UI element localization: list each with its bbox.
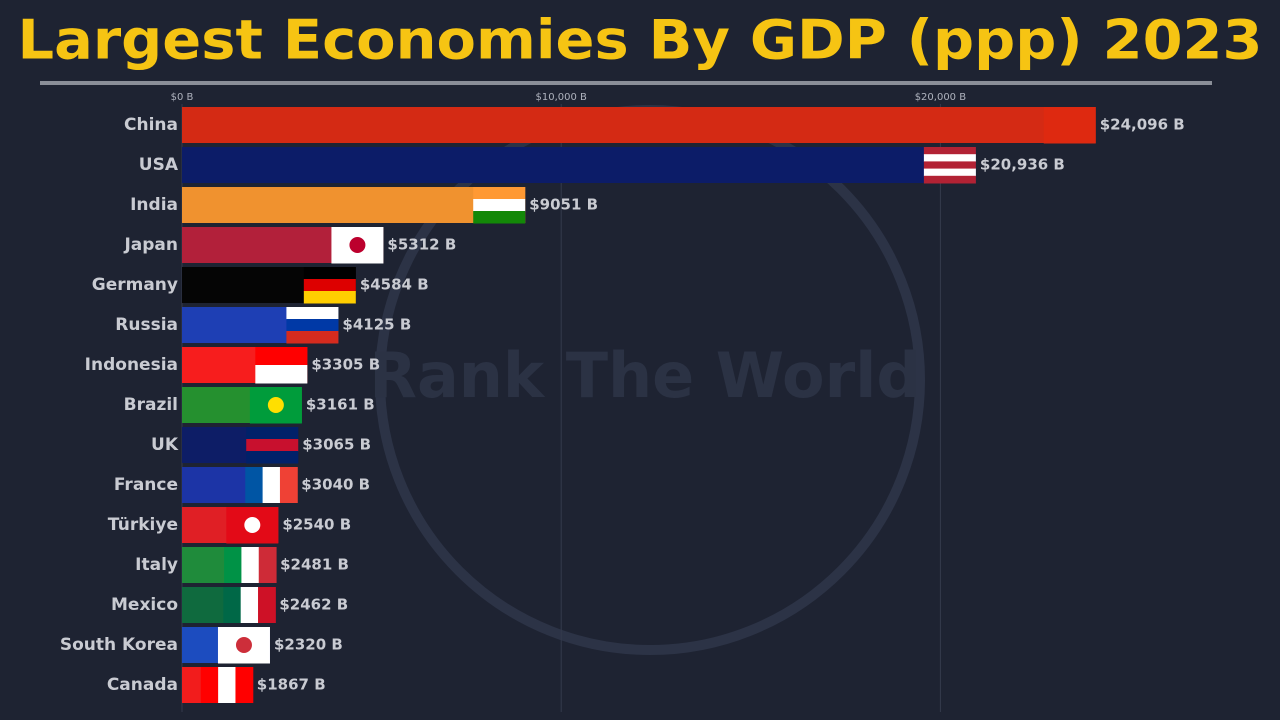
flag <box>200 667 254 703</box>
y-tick-label: Indonesia <box>85 355 178 375</box>
flag-stripe <box>223 587 242 623</box>
flag <box>303 267 356 304</box>
value-label: $5312 B <box>387 236 456 254</box>
y-tick-label: India <box>130 195 178 215</box>
y-tick-label: China <box>124 115 178 135</box>
flag-stripe <box>923 175 976 184</box>
flag-stripe <box>286 331 339 344</box>
flag <box>1043 107 1096 144</box>
flag-emblem <box>267 397 284 413</box>
value-label: $2540 B <box>282 516 351 534</box>
value-label: $4584 B <box>360 276 429 294</box>
flag-emblem <box>244 517 261 533</box>
flag-stripe <box>255 347 308 366</box>
flag-stripe <box>303 267 356 280</box>
flag <box>223 587 276 623</box>
flag-stripe <box>923 168 976 177</box>
flag <box>246 427 299 464</box>
value-label: $20,936 B <box>980 156 1065 174</box>
flag <box>255 347 308 384</box>
flag-stripe <box>303 291 356 304</box>
flag-stripe <box>279 467 298 503</box>
flag <box>226 507 279 544</box>
y-tick-label: Canada <box>107 675 178 695</box>
flag-stripe <box>473 211 526 224</box>
value-label: $24,096 B <box>1100 116 1185 134</box>
flag-stripe <box>258 547 277 583</box>
flag-stripe <box>286 319 339 332</box>
flag-stripe <box>473 187 526 200</box>
bar <box>182 107 1096 143</box>
flag-stripe <box>262 467 281 503</box>
value-label: $3040 B <box>301 476 370 494</box>
flag <box>249 387 302 424</box>
x-tick-label: $10,000 B <box>535 92 587 103</box>
flag-stripe <box>241 547 260 583</box>
flag <box>473 187 526 224</box>
value-label: $4125 B <box>342 316 411 334</box>
flag <box>217 627 270 664</box>
flag-stripe <box>246 427 299 440</box>
flag <box>245 467 298 503</box>
flag-emblem <box>235 637 252 653</box>
y-tick-label: Türkiye <box>108 515 178 535</box>
y-tick-label: Russia <box>115 315 178 335</box>
flag <box>923 147 976 184</box>
bar <box>182 147 976 183</box>
value-label: $3161 B <box>306 396 375 414</box>
x-tick-label: $20,000 B <box>915 92 967 103</box>
value-label: $1867 B <box>257 676 326 694</box>
chart-title: Largest Economies By GDP (ppp) 2023 <box>18 9 1263 72</box>
x-tick-label: $0 B <box>171 92 194 103</box>
flag-stripe <box>923 161 976 170</box>
flag <box>224 547 277 583</box>
flag-stripe <box>240 587 259 623</box>
flag-stripe <box>224 547 242 583</box>
y-tick-label: Brazil <box>124 395 178 415</box>
y-tick-label: France <box>114 475 178 495</box>
flag-stripe <box>258 587 276 623</box>
flag-stripe <box>923 154 976 162</box>
flag <box>331 227 384 264</box>
y-tick-label: Germany <box>92 275 178 295</box>
value-label: $2462 B <box>279 596 348 614</box>
flag-stripe <box>235 667 254 703</box>
watermark: Rank The World <box>369 339 921 412</box>
bar <box>182 187 526 223</box>
flag-stripe <box>923 147 976 155</box>
y-tick-label: Mexico <box>111 595 178 615</box>
flag-stripe <box>200 667 219 703</box>
value-label: $3065 B <box>302 436 371 454</box>
value-label: $2320 B <box>274 636 343 654</box>
flag-stripe <box>255 365 308 384</box>
flag-stripe <box>246 451 299 464</box>
y-tick-label: USA <box>139 155 179 175</box>
flag-stripe <box>218 667 236 703</box>
flag-stripe <box>1043 107 1096 144</box>
flag-stripe <box>473 199 526 212</box>
flag-emblem <box>349 237 366 253</box>
y-tick-label: South Korea <box>60 635 178 655</box>
y-tick-label: Japan <box>123 235 178 255</box>
flag <box>286 307 339 344</box>
y-tick-label: Italy <box>135 555 178 575</box>
flag-stripe <box>246 439 299 452</box>
flag-stripe <box>286 307 339 320</box>
value-label: $9051 B <box>529 196 598 214</box>
y-tick-label: UK <box>151 435 179 455</box>
value-label: $2481 B <box>280 556 349 574</box>
flag-stripe <box>303 279 356 292</box>
value-label: $3305 B <box>311 356 380 374</box>
flag-stripe <box>245 467 264 503</box>
